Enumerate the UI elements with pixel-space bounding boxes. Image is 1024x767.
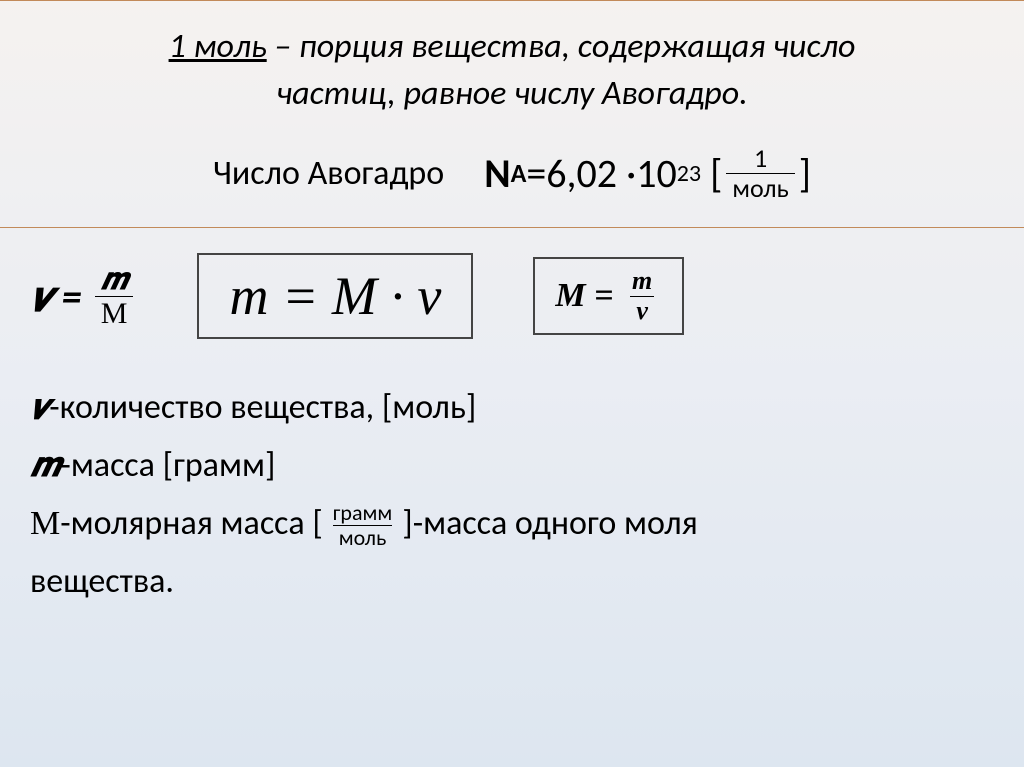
M-text-post: ]-масса одного моля [402, 503, 697, 544]
definition-line1: 1 моль – порция вещества, содержащая чис… [55, 26, 969, 67]
def-rest1: – порция вещества, содержащая число [267, 26, 856, 67]
formula-mass-box: m = M · ν [197, 253, 473, 339]
definition-section: 1 моль – порция вещества, содержащая чис… [0, 1, 1024, 227]
f1-den: М [95, 296, 134, 330]
f3-lhs: M = [555, 277, 613, 315]
formula-nu: 𝝂 = 𝒎 М [30, 263, 137, 330]
legend-nu: 𝝂-количество вещества, [моль] [30, 379, 994, 437]
m-text: -масса [грамм] [60, 445, 275, 486]
avogadro-value: =6,02 ·10 [526, 149, 676, 198]
formulas-row: 𝝂 = 𝒎 М m = M · ν M = m ν [30, 253, 994, 339]
formulas-section: 𝝂 = 𝒎 М m = M · ν M = m ν 𝝂-количество в… [0, 228, 1024, 610]
M-frac-den: моль [333, 525, 393, 550]
formula-molar-box: M = m ν [533, 257, 684, 335]
avogadro-exp: 23 [677, 159, 701, 188]
nu-text: -количество вещества, [моль] [49, 387, 476, 428]
M-symbol: М [30, 505, 60, 542]
nu-symbol: 𝝂 [30, 387, 49, 428]
avogadro-formula: NA=6,02 ·1023 [1моль] [484, 144, 811, 202]
symbol-A: A [511, 157, 527, 189]
avogadro-unit: [1моль] [701, 144, 811, 202]
M-text-pre: -молярная масса [ [60, 503, 323, 544]
f3-den: ν [630, 296, 654, 326]
symbol-N: N [484, 149, 510, 198]
legend-M-line2: вещества. [30, 553, 994, 611]
f3-num: m [626, 267, 658, 296]
unit-den: моль [726, 173, 794, 203]
unit-num: 1 [748, 144, 773, 173]
definition-line2: частиц, равное числу Авогадро. [55, 73, 969, 114]
avogadro-label: Число Авогадро [213, 153, 444, 194]
M-frac-num: грамм [327, 501, 398, 525]
term-mole: 1 моль [169, 26, 267, 67]
m-symbol: 𝒎 [30, 445, 60, 486]
legend-m: 𝒎-масса [грамм] [30, 437, 994, 495]
legend: 𝝂-количество вещества, [моль] 𝒎-масса [г… [30, 379, 994, 610]
f1-lhs: 𝝂 = [30, 272, 82, 321]
f2: m = M · ν [229, 265, 441, 327]
legend-M-line1: М-молярная масса [грамммоль ]-масса одног… [30, 495, 994, 553]
f1-num: 𝒎 [95, 263, 134, 296]
avogadro-row: Число Авогадро NA=6,02 ·1023 [1моль] [55, 144, 969, 202]
